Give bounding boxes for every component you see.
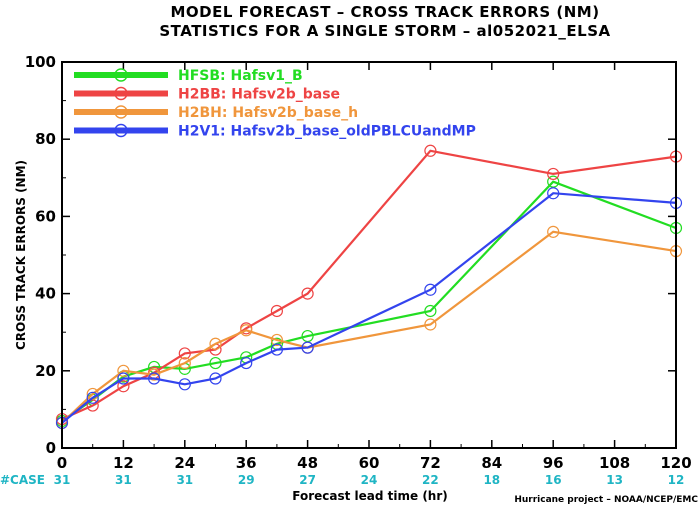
legend-label-1: H2BB: Hafsv2b_base [178,87,340,103]
series-2-point [547,225,560,238]
legend-marker-2 [114,105,128,119]
chart-subtitle: STATISTICS FOR A SINGLE STORM – al052021… [159,22,610,40]
y-tick-label: 80 [35,130,56,148]
legend: HFSB: Hafsv1_B H2BB: Hafsv2b_base H2BH: Ha… [74,68,476,140]
series-3-point [178,378,191,391]
series-3-point [301,341,314,354]
y-tick-label: 40 [35,285,56,303]
plot-frame [61,61,677,449]
credit-text: Hurricane project – NOAA/NCEP/EMC [514,495,698,505]
case-count: 13 [606,473,623,487]
case-count: 16 [545,473,562,487]
series-3-point [209,372,222,385]
series-3-point [86,391,99,404]
legend-label-2: H2BH: Hafsv2b_base_h [178,105,358,121]
case-count: 18 [483,473,500,487]
y-tick-label: 100 [25,53,56,71]
case-label: #CASE [0,473,45,487]
legend-label-3: H2V1: Hafsv2b_base_oldPBLCUandMP [178,124,476,140]
series-0-point [424,304,437,318]
legend-marker-0 [114,68,128,82]
case-count: 31 [54,473,71,487]
series-3-point [148,372,161,385]
x-tick-label: 96 [543,454,564,472]
series-2-point [178,356,191,370]
series-3-point [240,356,253,370]
series-3-point [547,187,560,200]
series-3-point [424,283,437,296]
x-tick-label: 60 [359,454,380,472]
x-tick-label: 72 [420,454,441,472]
x-tick-label: 0 [57,454,67,472]
series-2-point [209,337,222,350]
x-tick-label: 84 [481,454,502,472]
x-tick-label: 108 [599,454,630,472]
y-tick-label: 60 [35,207,56,225]
series-1-point [117,380,130,393]
chart-title: MODEL FORECAST – CROSS TRACK ERRORS (NM) [170,3,599,21]
series-0-point [209,356,222,370]
case-count: 31 [176,473,193,487]
y-tick-label: 0 [46,439,56,457]
series-1-point [270,304,283,318]
x-tick-label: 24 [174,454,195,472]
series-2-point [148,368,161,381]
case-count: 24 [361,473,378,487]
x-tick-label: 12 [113,454,134,472]
series-1-point [547,167,560,181]
x-tick-label: 48 [297,454,318,472]
legend-marker-1 [114,86,128,101]
case-count: 12 [668,473,685,487]
legend-marker-3 [114,123,128,138]
case-count: 29 [238,473,255,487]
x-tick-label: 120 [660,454,691,472]
x-axis-label: Forecast lead time (hr) [292,489,448,503]
plot-series-group [55,144,683,430]
series-line-2 [61,230,677,424]
series-2-point [117,364,130,377]
case-counts-row: 31 31 31 29 27 24 22 18 16 13 12 [54,473,685,487]
series-2-point [424,318,437,331]
series-2-point [240,324,253,337]
x-tick-label: 36 [236,454,257,472]
series-line-3 [61,192,677,424]
y-axis-label: CROSS TRACK ERRORS (NM) [14,160,28,350]
case-count: 31 [115,473,132,487]
case-count: 27 [299,473,316,487]
series-1-point [178,347,191,360]
series-2-point [270,333,283,347]
series-1-point [424,144,437,157]
legend-label-0: HFSB: Hafsv1_B [178,68,303,84]
y-tick-label: 20 [35,362,56,380]
case-count: 22 [422,473,439,487]
series-3-point [270,343,283,356]
series-1-point [301,287,314,300]
series-3-point [117,372,130,385]
series-line-0 [61,180,677,422]
